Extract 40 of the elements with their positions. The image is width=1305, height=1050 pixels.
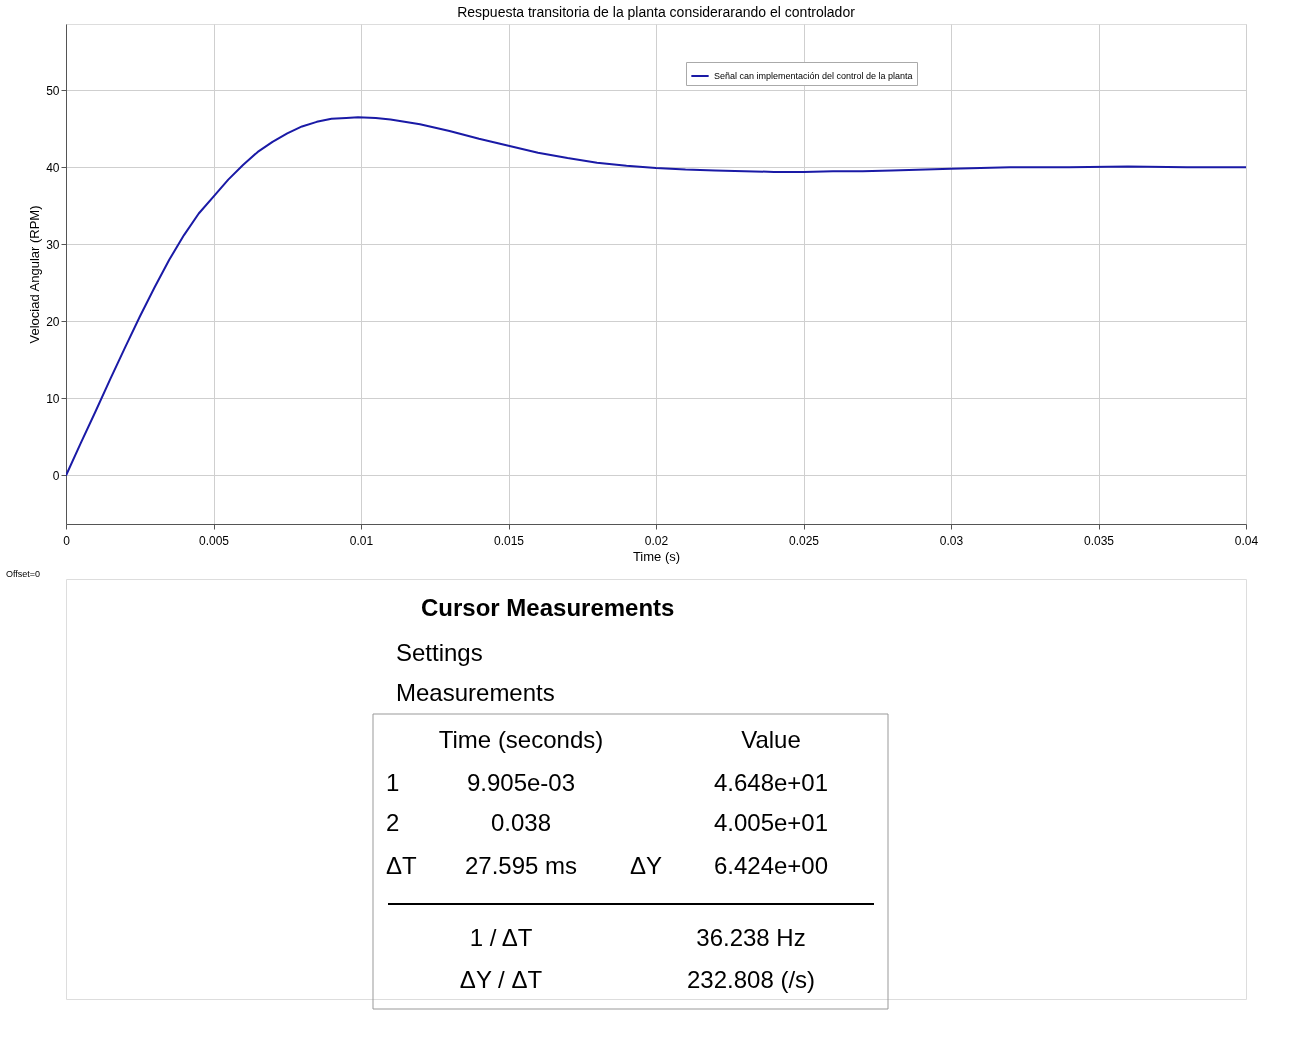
text: Settings xyxy=(396,639,483,666)
text: ΔT xyxy=(386,852,418,879)
x-tick-label: 0.02 xyxy=(644,533,669,548)
text: Offset=0 xyxy=(6,569,41,579)
text: Time (seconds) xyxy=(438,726,604,753)
text: 2 xyxy=(386,809,400,836)
text: 1 xyxy=(386,769,400,796)
text: ΔY / ΔT xyxy=(459,966,543,993)
chart-title: Respuesta transitoria de la planta considerarando el controlador xyxy=(457,4,856,20)
x-tick-label: 0.04 xyxy=(1234,533,1259,548)
y-tick-label: 50 xyxy=(46,83,60,98)
text: ΔY xyxy=(629,852,663,879)
x-tick-label: 0 xyxy=(63,533,71,548)
text: 9.905e-03 xyxy=(466,769,576,796)
y-tick-label: 20 xyxy=(46,314,60,329)
text: 27.595 ms xyxy=(464,852,578,879)
text: 6.424e+00 xyxy=(713,852,829,879)
x-tick-label: 0.01 xyxy=(349,533,374,548)
x-axis-title: Time (s) xyxy=(632,548,681,564)
y-axis-title: Velociad Angular (RPM) xyxy=(27,205,43,344)
line-series xyxy=(66,116,1246,477)
text: Measurements xyxy=(396,679,555,706)
text: 1 / ΔT xyxy=(469,924,533,951)
text: 4.648e+01 xyxy=(713,769,829,796)
text: 4.005e+01 xyxy=(713,809,829,836)
x-tick-label: 0.005 xyxy=(198,533,230,548)
y-tick-label: 40 xyxy=(46,160,60,175)
x-tick-label: 0.035 xyxy=(1083,533,1115,548)
text: 0.038 xyxy=(490,809,552,836)
x-tick-label: 0.03 xyxy=(939,533,964,548)
y-tick-label: 10 xyxy=(46,391,60,406)
x-tick-label: 0.025 xyxy=(788,533,820,548)
text: Cursor Measurements xyxy=(421,594,675,621)
text: Value xyxy=(741,726,801,753)
y-tick-label: 0 xyxy=(52,468,60,483)
text: 232.808 (/s) xyxy=(686,966,816,993)
text: 36.238 Hz xyxy=(696,924,806,951)
y-tick-label: 30 xyxy=(46,237,60,252)
x-tick-label: 0.015 xyxy=(493,533,525,548)
legend-label: Señal can implementación del control de la planta xyxy=(714,71,913,81)
